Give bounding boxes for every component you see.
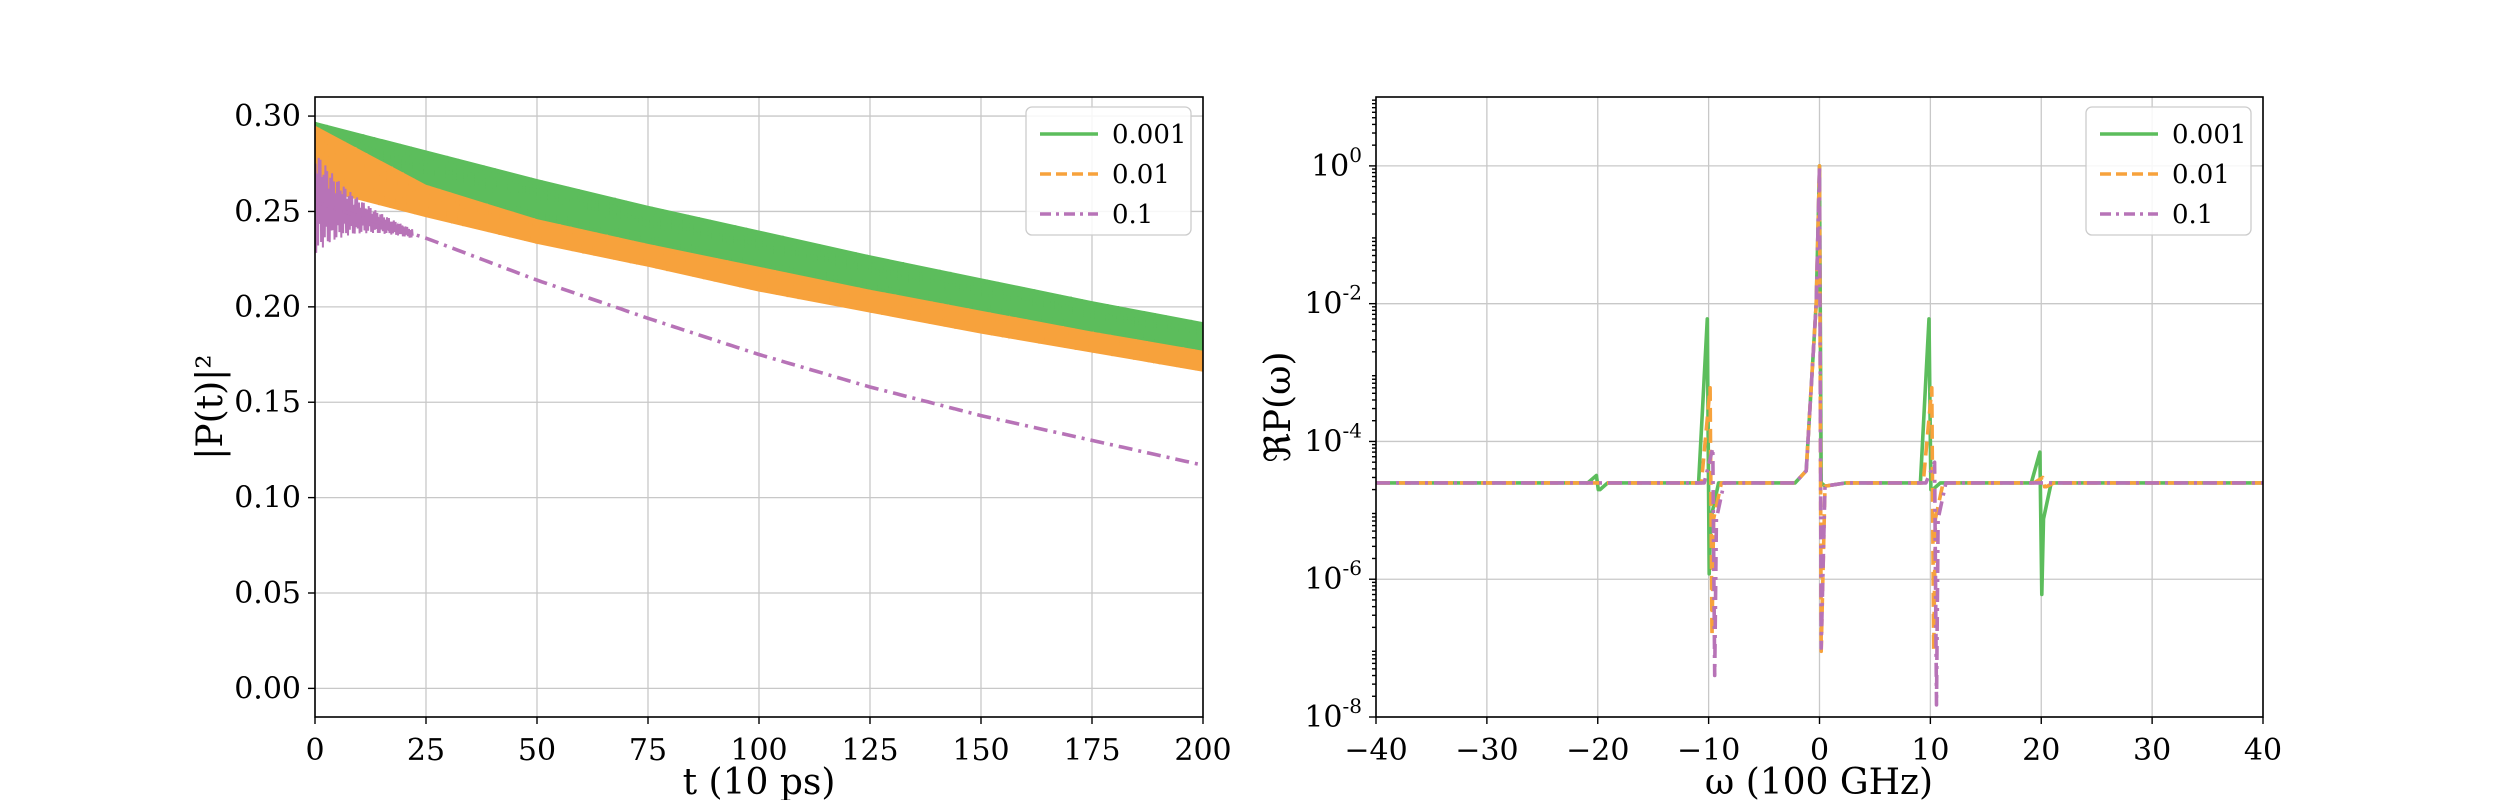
y-tick-label: 0.15 <box>234 385 301 420</box>
y-axis-label: ℜP(ω) <box>1258 352 1299 463</box>
y-tick-exponent: -4 <box>1343 418 1362 442</box>
x-tick-label: 125 <box>841 733 898 768</box>
series-0.01 <box>315 125 1203 372</box>
x-axis-label: t (10 ps) <box>683 762 836 800</box>
legend-label: 0.1 <box>1112 200 1153 230</box>
series-line <box>315 127 1203 371</box>
x-axis-label: ω (100 GHz) <box>1705 762 1933 800</box>
legend-label: 0.01 <box>2172 160 2230 190</box>
y-tick-label: 0.30 <box>234 99 301 134</box>
tick-labels: 0 25 50 75 100 125 150 175 200 0.00 0.05 0.10 0.15 0.… <box>234 99 1231 768</box>
y-tick-label: 0.05 <box>234 576 301 611</box>
x-tick-label: −10 <box>1677 733 1740 768</box>
frequency-domain-chart: −40 −30 −20 −10 0 10 20 30 40 10-8 10-6 10-4 10-2 100… <box>1258 96 2282 800</box>
series-line <box>315 200 1203 467</box>
legend-label: 0.001 <box>2172 120 2246 150</box>
x-tick-label: 0 <box>305 733 324 768</box>
x-tick-label: 175 <box>1063 733 1120 768</box>
y-tick-label: 0.00 <box>234 671 301 706</box>
legend: 0.001 0.01 0.1 <box>2085 106 2252 236</box>
x-tick-label: 30 <box>2133 733 2171 768</box>
x-tick-label: 50 <box>518 733 556 768</box>
series-0.1 <box>315 157 1203 467</box>
series-band <box>315 125 1203 372</box>
y-tick-exponent: 0 <box>1349 143 1362 167</box>
legend: 0.001 0.01 0.1 <box>1025 106 1192 236</box>
x-tick-label: 25 <box>407 733 445 768</box>
series-oscillation <box>315 157 414 253</box>
y-tick-exponent: -2 <box>1343 281 1362 305</box>
y-tick-label: 0.20 <box>234 290 301 325</box>
y-tick-label: 0.25 <box>234 194 301 229</box>
series-group <box>315 121 1203 467</box>
series-0.1 <box>1376 164 2263 707</box>
legend-box <box>2085 106 2252 236</box>
legend-label: 0.1 <box>2172 200 2213 230</box>
time-domain-chart: 0 25 50 75 100 125 150 175 200 0.00 0.05 0.10 0.15 0.… <box>190 96 1232 800</box>
x-tick-label: 10 <box>1911 733 1949 768</box>
x-tick-label: 0 <box>1810 733 1829 768</box>
y-tick-label: 10-8 <box>1304 694 1362 735</box>
series-line <box>1376 164 2263 707</box>
series-group <box>1376 164 2263 707</box>
y-tick-label: 10-4 <box>1304 418 1362 459</box>
x-tick-label: −40 <box>1344 733 1407 768</box>
x-tick-label: 150 <box>952 733 1009 768</box>
legend-box <box>1025 106 1192 236</box>
y-tick-label: 10-6 <box>1304 556 1362 597</box>
y-tick-label: 0.10 <box>234 481 301 516</box>
x-tick-label: −30 <box>1455 733 1518 768</box>
legend-label: 0.01 <box>1112 160 1170 190</box>
x-tick-label: 100 <box>730 733 787 768</box>
legend-label: 0.001 <box>1112 120 1186 150</box>
x-tick-label: 200 <box>1174 733 1231 768</box>
tick-labels: −40 −30 −20 −10 0 10 20 30 40 10-8 10-6 10-4 10-2 100 <box>1304 99 2282 768</box>
x-tick-label: 40 <box>2244 733 2282 768</box>
y-tick-exponent: -8 <box>1343 694 1362 718</box>
y-tick-label: 100 <box>1311 143 1362 184</box>
x-tick-label: 75 <box>629 733 667 768</box>
x-tick-label: 20 <box>2022 733 2060 768</box>
y-tick-label: 10-2 <box>1304 281 1362 322</box>
y-axis-label: |P(t)|² <box>190 354 231 459</box>
x-tick-label: −20 <box>1566 733 1629 768</box>
y-tick-exponent: -6 <box>1343 556 1362 580</box>
